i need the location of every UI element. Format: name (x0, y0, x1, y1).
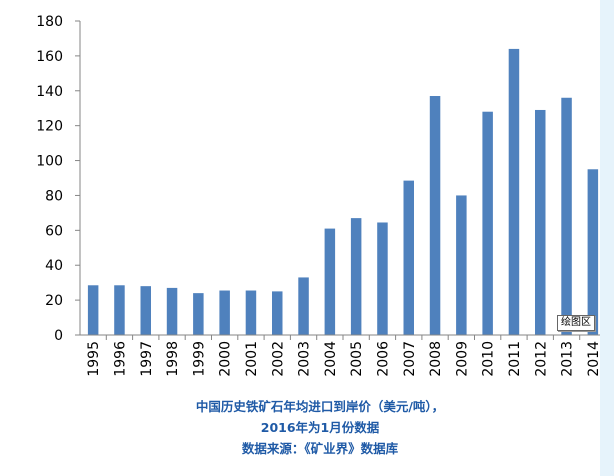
y-tick-label: 160 (36, 49, 63, 65)
y-tick-label: 100 (36, 154, 63, 170)
x-axis: 1995 1996 1997 1998 1999 2000 2001 2002 2003 2004… (80, 334, 600, 377)
bar-2007 (403, 180, 414, 335)
x-tick-label: 2003 (297, 341, 313, 377)
bars (87, 48, 599, 336)
y-tick-label: 80 (45, 188, 63, 204)
caption-line-2: 2016年为1月份数据 (260, 420, 380, 435)
x-tick-label: 2014 (586, 341, 600, 377)
x-tick-label: 2005 (349, 341, 365, 377)
y-tick-label: 0 (54, 328, 63, 344)
x-tick-label: 2007 (402, 341, 418, 377)
x-tick-label: 2006 (375, 341, 391, 377)
y-tick-label: 180 (36, 14, 63, 30)
x-tick-label: 1999 (191, 341, 207, 377)
y-tick-label: 20 (45, 293, 63, 309)
y-tick-label: 140 (36, 84, 63, 100)
x-tick-label: 1995 (86, 341, 102, 377)
bar-1997 (140, 286, 151, 335)
bar-2002 (272, 291, 283, 335)
x-tick-label: 2009 (454, 341, 470, 377)
x-tick-label: 2010 (481, 341, 497, 377)
bar-2001 (245, 290, 257, 335)
bar-2003 (298, 277, 309, 335)
chart-panel: 0 20 40 60 80 100 120 140 160 180 1995 1996 1997 199… (0, 0, 600, 476)
caption-line-3: 数据来源：《矿业界》数据库 (241, 441, 399, 456)
x-tick-label: 2012 (533, 341, 549, 377)
y-tick-label: 60 (45, 223, 63, 239)
bar-2008 (429, 96, 441, 335)
bar-2004 (324, 228, 336, 335)
bar-1999 (193, 293, 204, 335)
x-tick-label: 1998 (165, 341, 181, 377)
x-tick-label: 1997 (139, 341, 155, 377)
caption-line-1: 中国历史铁矿石年均进口到岸价（美元/吨）， (195, 399, 445, 414)
x-tick-label: 2004 (323, 341, 339, 377)
x-tick-label: 2001 (244, 341, 260, 377)
x-tick-label: 2002 (270, 341, 286, 377)
bar-2006 (377, 222, 388, 335)
bar-2009 (456, 195, 467, 335)
bar-2012 (535, 109, 546, 335)
plot-area-tooltip: 绘图区 (557, 315, 595, 331)
bar-1998 (166, 287, 178, 335)
x-tick-label: 2000 (218, 341, 234, 377)
chart-caption: 中国历史铁矿石年均进口到岸价（美元/吨）， 2016年为1月份数据 数据来源：《… (0, 396, 614, 459)
bar-1995 (87, 285, 99, 335)
bar-1996 (114, 285, 125, 335)
x-tick-label: 1996 (112, 341, 128, 377)
x-tick-label: 2013 (560, 341, 576, 377)
y-tick-label: 120 (36, 119, 63, 135)
x-tick-label: 2011 (507, 341, 523, 377)
bar-2013 (561, 97, 572, 335)
bar-2005 (350, 218, 362, 335)
x-tick-label: 2008 (428, 341, 444, 377)
y-axis: 0 20 40 60 80 100 120 140 160 180 (36, 14, 81, 344)
bar-2011 (508, 48, 520, 336)
bar-2010 (482, 111, 493, 335)
y-tick-label: 40 (45, 258, 63, 274)
bar-2000 (219, 290, 230, 335)
bar-2014 (587, 169, 599, 335)
